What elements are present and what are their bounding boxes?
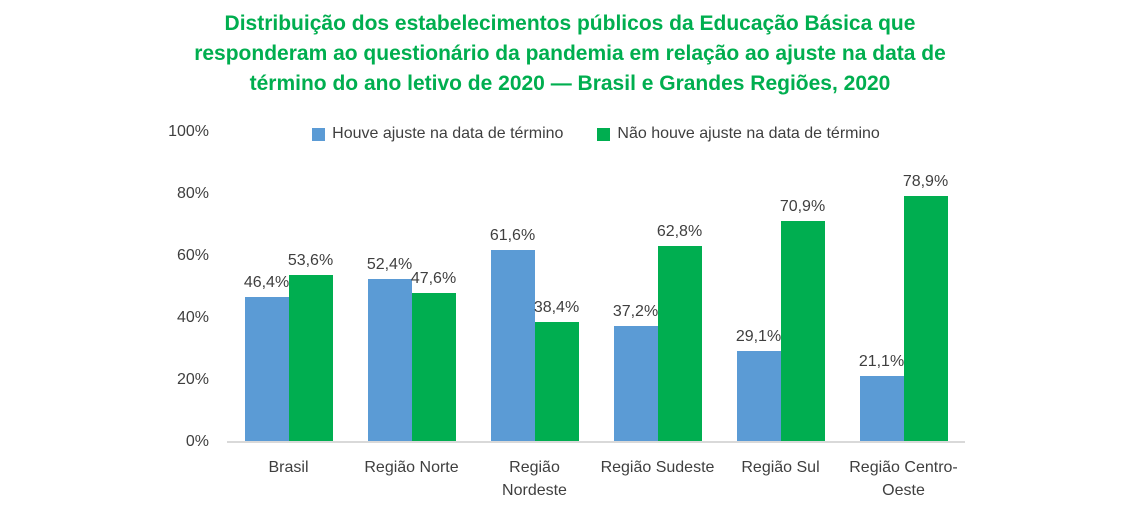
bar-value-label: 29,1% (735, 327, 782, 345)
x-axis-category-label: Região Sudeste (600, 459, 715, 476)
bar-nao-houve-ajuste: 38,4% (534, 299, 579, 441)
y-axis-tick-label: 80% (176, 184, 209, 202)
bar-value-label: 37,2% (612, 302, 659, 320)
legend-label-nao-houve-ajuste: Não houve ajuste na data de término (617, 125, 880, 142)
chart-title-line-3: término do ano letivo de 2020 — Brasil e… (249, 72, 891, 95)
bar-group: 21,1% 78,9% Região Centro- Oeste (842, 131, 965, 499)
bar-value-label: 38,4% (533, 298, 580, 316)
bar-group: 37,2% 62,8% Região Sudeste (596, 131, 719, 476)
y-axis-tick-label: 20% (176, 370, 209, 388)
bar-value-label: 47,6% (410, 270, 457, 288)
bar-houve-ajuste: 46,4% (244, 274, 289, 441)
bar-houve-ajuste: 29,1% (736, 328, 781, 441)
y-axis-tick-label: 100% (168, 122, 209, 140)
bar-group: 52,4% 47,6% Região Norte (350, 131, 473, 476)
x-axis-category-label: Brasil (268, 459, 309, 476)
bar-value-label: 61,6% (489, 227, 536, 245)
bar-group: 29,1% 70,9% Região Sul (719, 131, 842, 476)
x-axis-category-label: Região Sul (741, 459, 820, 476)
chart-title: Distribuição dos estabelecimentos públic… (0, 9, 1140, 99)
legend-swatch-blue-icon (312, 127, 326, 141)
legend-item-nao-houve-ajuste: Não houve ajuste na data de término (597, 125, 880, 143)
x-axis-category-label: Região Centro- Oeste (849, 459, 958, 499)
bar-nao-houve-ajuste: 53,6% (288, 252, 333, 441)
bar-group: 61,6% 38,4% Região Nordeste (473, 131, 596, 499)
bar-value-label: 52,4% (366, 255, 413, 273)
bar-value-label: 62,8% (656, 223, 703, 241)
y-axis-tick-label: 60% (176, 246, 209, 264)
bar-nao-houve-ajuste: 47,6% (411, 270, 456, 441)
y-axis-tick-label: 0% (185, 432, 209, 450)
legend-swatch-green-icon (597, 127, 611, 141)
legend: Houve ajuste na data de término Não houv… (227, 125, 965, 143)
bar-value-label: 70,9% (779, 198, 826, 216)
bar-houve-ajuste: 61,6% (490, 227, 535, 441)
legend-label-houve-ajuste: Houve ajuste na data de término (332, 125, 564, 142)
bar-nao-houve-ajuste: 78,9% (903, 173, 948, 441)
bar-value-label: 78,9% (902, 173, 949, 191)
legend-item-houve-ajuste: Houve ajuste na data de término (312, 125, 563, 143)
bar-nao-houve-ajuste: 62,8% (657, 223, 702, 441)
bar-value-label: 46,4% (243, 274, 290, 292)
y-axis-tick-label: 40% (176, 308, 209, 326)
bar-value-label: 21,1% (858, 352, 905, 370)
bar-group: 46,4% 53,6% Brasil (227, 131, 350, 476)
chart-title-line-2: responderam ao questionário da pandemia … (194, 42, 946, 65)
bar-houve-ajuste: 37,2% (613, 303, 658, 441)
bar-houve-ajuste: 52,4% (367, 256, 412, 441)
bar-houve-ajuste: 21,1% (859, 353, 904, 441)
bar-nao-houve-ajuste: 70,9% (780, 198, 825, 441)
x-axis-category-label: Região Nordeste (502, 459, 567, 499)
chart-title-line-1: Distribuição dos estabelecimentos públic… (224, 12, 916, 35)
bar-value-label: 53,6% (287, 251, 334, 269)
x-axis-category-label: Região Norte (364, 459, 459, 476)
y-axis: 0% 20% 40% 60% 80% 100% (0, 123, 209, 450)
plot-area: 46,4% 53,6% Brasil 52,4% 47,6% Região Norte 61… (227, 131, 965, 499)
